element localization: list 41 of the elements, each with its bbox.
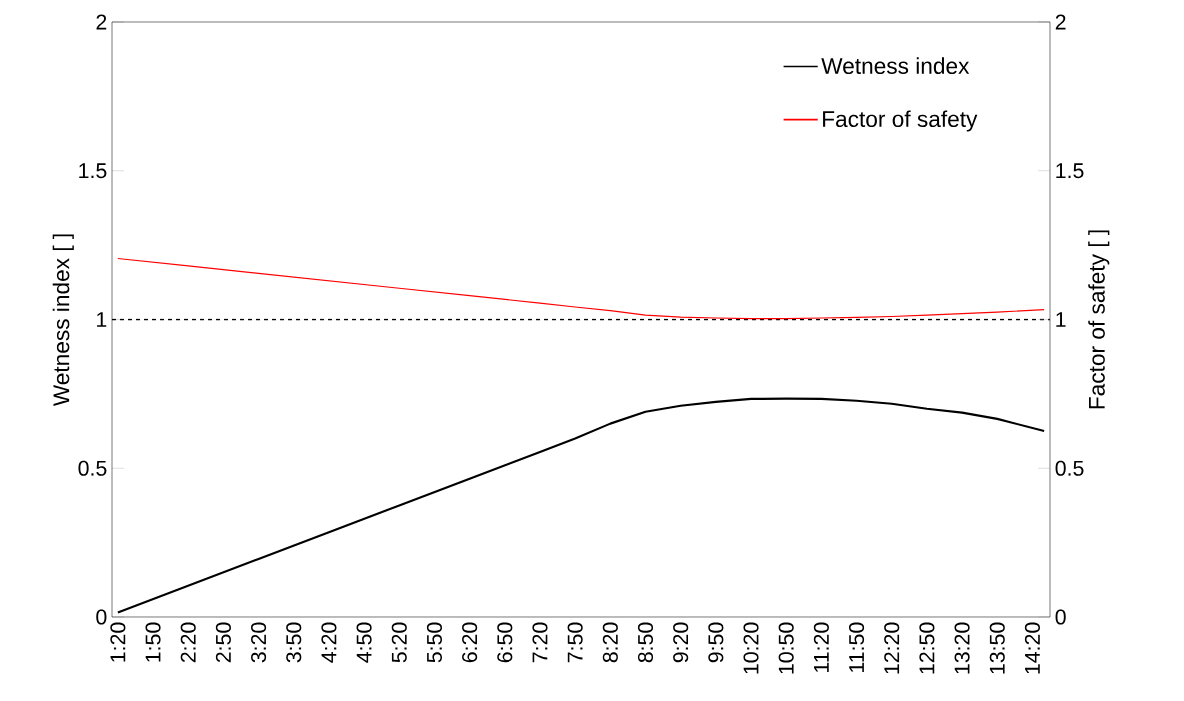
x-tick-label: 6:20 xyxy=(462,622,478,663)
x-tick-label: 8:20 xyxy=(602,622,618,663)
x-tick-label: 7:50 xyxy=(567,622,583,663)
x-tick-label: 12:50 xyxy=(919,622,935,674)
y-tick-label: 1.5 xyxy=(79,163,107,179)
x-tick-label: 2:50 xyxy=(215,622,231,663)
y-tick-label: 1 xyxy=(97,312,107,327)
x-tick-label: 11:50 xyxy=(849,622,865,672)
x-tick-label: 6:50 xyxy=(497,622,513,663)
y2-tick-label: 2 xyxy=(1055,14,1066,30)
x-tick-label: 12:20 xyxy=(884,622,900,674)
x-tick-label: 4:50 xyxy=(356,622,372,663)
x-tick-label: 10:50 xyxy=(778,622,794,674)
x-tick-label: 3:20 xyxy=(251,622,267,663)
x-tick-label: 1:50 xyxy=(145,622,161,662)
x-tick-label: 8:50 xyxy=(637,622,654,663)
x-tick-label: 9:20 xyxy=(673,622,689,663)
y-tick-label: 0 xyxy=(96,609,107,625)
x-tick-label: 4:20 xyxy=(321,622,337,663)
x-tick-label: 5:20 xyxy=(391,622,407,663)
y-tick-label: 2 xyxy=(96,14,107,30)
x-tick-label: 7:20 xyxy=(532,622,548,663)
y2-tick-label: 1.5 xyxy=(1056,163,1084,179)
x-tick-label: 14:20 xyxy=(1024,622,1040,674)
x-tick-label: 2:20 xyxy=(180,622,196,663)
y-axis-title: Wetness index [ ] xyxy=(52,234,74,407)
x-tick-label: 13:50 xyxy=(989,622,1005,674)
y2-axis-title: Factor of safety [ ] xyxy=(1088,230,1110,409)
x-tick-label: 3:50 xyxy=(286,622,302,663)
x-tick-label: 1:20 xyxy=(110,622,126,662)
y2-tick-label: 1 xyxy=(1056,312,1066,327)
x-tick-label: 9:50 xyxy=(708,622,724,663)
x-tick-label: 10:20 xyxy=(743,622,759,674)
x-tick-label: 5:50 xyxy=(426,622,442,663)
legend-label: Factor of safety xyxy=(823,110,978,132)
y2-tick-label: 0.5 xyxy=(1055,460,1084,476)
x-tick-label: 11:20 xyxy=(813,622,829,672)
x-tick-label: 13:20 xyxy=(954,622,970,674)
legend-label: Wetness index xyxy=(821,57,970,74)
y2-tick-label: 0 xyxy=(1055,609,1066,625)
y-tick-label: 0.5 xyxy=(78,460,107,476)
